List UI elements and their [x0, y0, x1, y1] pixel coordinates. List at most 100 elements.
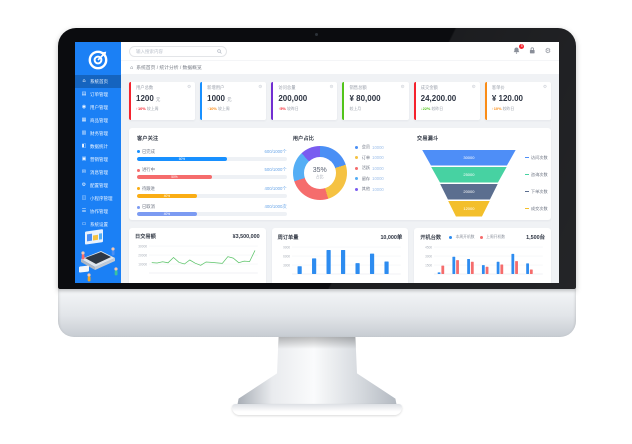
- sidebar-item-10[interactable]: ◫ 小程序管理: [75, 192, 121, 205]
- sidebar-item-label: 配置管理: [90, 182, 108, 188]
- svg-text:6000: 6000: [283, 254, 290, 258]
- grid-icon: ◫: [81, 195, 87, 201]
- legend-label: 订单: [361, 154, 371, 160]
- funnel-layer-2: 25000 咨询次数: [417, 166, 548, 183]
- breadcrumb: ⌂ 系统首页 / 统计分析 / 数据概览: [121, 60, 559, 74]
- kpi-settings-icon[interactable]: ⚙: [258, 85, 263, 90]
- kpi-settings-icon[interactable]: ⚙: [329, 85, 334, 90]
- stand-shadow: [277, 337, 357, 349]
- sidebar-item-9[interactable]: ⚙ 配置管理: [75, 179, 121, 192]
- sidebar-menu: ⌂ 系统首页 ▤ 订单管理 ◉ 用户管理 ▦ 商品管理 ▥ 财务管理 ◧ 数据统计 ▣ 营销管理 ✉ 消息管理…: [75, 75, 121, 231]
- sidebar-item-label: 数据统计: [90, 143, 108, 149]
- progress-list: 已完成 600/1000个 60% 进行中 500/1000个 50% 待跟进 400/100…: [137, 149, 287, 216]
- donut-legend: 会员 10000 订单 10000 活跃 10000 留存 10000 其他 10000: [354, 144, 384, 214]
- sidebar-item-label: 商品管理: [90, 117, 108, 123]
- legend-label: 其他: [361, 186, 371, 191]
- funnel-label-dash: [524, 174, 529, 175]
- settings-gear-icon[interactable]: ⚙: [544, 46, 551, 55]
- svg-text:9000: 9000: [283, 245, 290, 249]
- funnel-label-text: 访问次数: [530, 154, 548, 160]
- kpi-title: 用户总数: [136, 85, 154, 90]
- sidebar-illustration: [79, 229, 118, 282]
- kpi-value: 1200 元: [136, 94, 161, 103]
- card-title: 开机台数: [420, 234, 442, 241]
- svg-text:3000: 3000: [425, 254, 432, 258]
- device-count-card: 开机台数 本周开机数 上周开机数 1,500台 4500 3000 1500: [414, 228, 551, 283]
- target-logo-icon: [88, 50, 108, 70]
- legend-dot: [354, 145, 358, 149]
- progress-row-3: 待跟进 400/1000个 40%: [137, 186, 287, 198]
- kpi-title: 访问总量: [278, 85, 296, 90]
- kpi-card-1: 用户总数 ⚙ 1200 元 ↑10% 较上周: [129, 82, 196, 120]
- progress-value: 400/1000次: [264, 204, 287, 209]
- legend-item-2[interactable]: 上周开机数: [479, 235, 505, 240]
- donut-chart: 35% 占比: [292, 146, 347, 200]
- funnel-shape: 20000: [439, 183, 498, 200]
- kpi-title: 销售总额: [349, 85, 367, 90]
- legend-item-4[interactable]: 留存 10000: [354, 176, 384, 182]
- progress-track: 40%: [137, 212, 287, 216]
- sidebar-item-7[interactable]: ▣ 营销管理: [75, 153, 121, 166]
- funnel-label-text: 成交次数: [530, 205, 548, 211]
- series-dot: [137, 187, 140, 190]
- sidebar-item-5[interactable]: ▥ 财务管理: [75, 127, 121, 140]
- card-title: 周订单量: [277, 234, 299, 241]
- search-input[interactable]: [134, 47, 214, 55]
- legend-dot: [354, 156, 358, 159]
- progress-label: 进行中: [142, 167, 155, 172]
- kpi-footnote: ↑10% 较昨日: [492, 106, 547, 112]
- funnel-label-dash: [524, 157, 529, 158]
- sidebar-item-1[interactable]: ⌂ 系统首页: [75, 75, 121, 88]
- kpi-note: 较上周: [146, 106, 159, 111]
- sidebar-item-label: 财务管理: [90, 130, 108, 136]
- kpi-settings-icon[interactable]: ⚙: [542, 85, 547, 90]
- funnel-label: 访问次数: [524, 154, 548, 161]
- svg-text:4500: 4500: [425, 245, 432, 249]
- legend-item-3[interactable]: 活跃 10000: [354, 165, 384, 171]
- legend-item-1[interactable]: 会员 10000: [354, 144, 384, 150]
- notification-bell-icon[interactable]: 5: [513, 43, 525, 56]
- legend-value: 10000: [372, 165, 384, 171]
- user-icon: ◉: [81, 104, 87, 110]
- kpi-settings-icon[interactable]: ⚙: [187, 85, 192, 90]
- app-logo[interactable]: [75, 45, 121, 75]
- kpi-card-4: 销售总额 ⚙ ¥ 80,000 较上月: [342, 82, 409, 120]
- daily-trade-card: 日交易额 ¥3,500,000 30000 20000 10000: [129, 228, 266, 283]
- sidebar-item-3[interactable]: ◉ 用户管理: [75, 101, 121, 114]
- kpi-card-2: 新增用户 ⚙ 1000 元 ↑10% 较上周: [200, 82, 267, 120]
- home-icon[interactable]: ⌂: [130, 64, 134, 71]
- kpi-delta: ↑5%: [278, 106, 287, 111]
- legend-value: 10000: [372, 186, 384, 192]
- search-box[interactable]: [129, 45, 227, 57]
- funnel-label-text: 咨询次数: [530, 171, 548, 177]
- sidebar-item-8[interactable]: ✉ 消息管理: [75, 166, 121, 179]
- legend-item-1[interactable]: 本周开机数: [449, 235, 475, 240]
- kpi-settings-icon[interactable]: ⚙: [471, 85, 476, 90]
- sidebar-item-12[interactable]: ▭ 系统设置: [75, 218, 121, 231]
- lock-icon[interactable]: [529, 46, 536, 56]
- main-area: 5 ⚙ ⌂ 系统首页 / 统计分析 / 数据概览 用户总数 ⚙ 1200 元 ↑10%…: [121, 42, 559, 283]
- funnel-shape: 12000: [447, 200, 490, 217]
- sidebar-item-11[interactable]: ☰ 协作管理: [75, 205, 121, 218]
- legend-dot: [354, 166, 358, 170]
- notification-badge: 5: [519, 43, 525, 49]
- sidebar-item-label: 用户管理: [90, 104, 108, 110]
- progress-label: 待跟进: [142, 185, 155, 191]
- sidebar-item-6[interactable]: ◧ 数据统计: [75, 140, 121, 153]
- progress-fill: 60%: [137, 156, 227, 161]
- kpi-note: 较上月: [349, 106, 362, 111]
- sidebar-item-2[interactable]: ▤ 订单管理: [75, 88, 121, 101]
- legend-item-5[interactable]: 其他 10000: [354, 186, 384, 192]
- sidebar-item-4[interactable]: ▦ 商品管理: [75, 114, 121, 127]
- progress-row-1: 已完成 600/1000个 60%: [137, 149, 287, 161]
- panel-title: 用户占比: [292, 136, 314, 142]
- panel-title: 客户关注: [137, 136, 159, 142]
- legend-item-2[interactable]: 订单 10000: [354, 154, 384, 161]
- kpi-card-row: 用户总数 ⚙ 1200 元 ↑10% 较上周 新增用户 ⚙ 1000 元 ↑10% 较上周 访问…: [129, 82, 551, 120]
- sidebar-item-label: 系统首页: [90, 78, 108, 84]
- legend-dot: [354, 187, 358, 191]
- kpi-footnote: ↓22% 较昨日: [421, 106, 476, 112]
- kpi-settings-icon[interactable]: ⚙: [400, 85, 405, 90]
- funnel-label-text: 下单次数: [530, 188, 548, 194]
